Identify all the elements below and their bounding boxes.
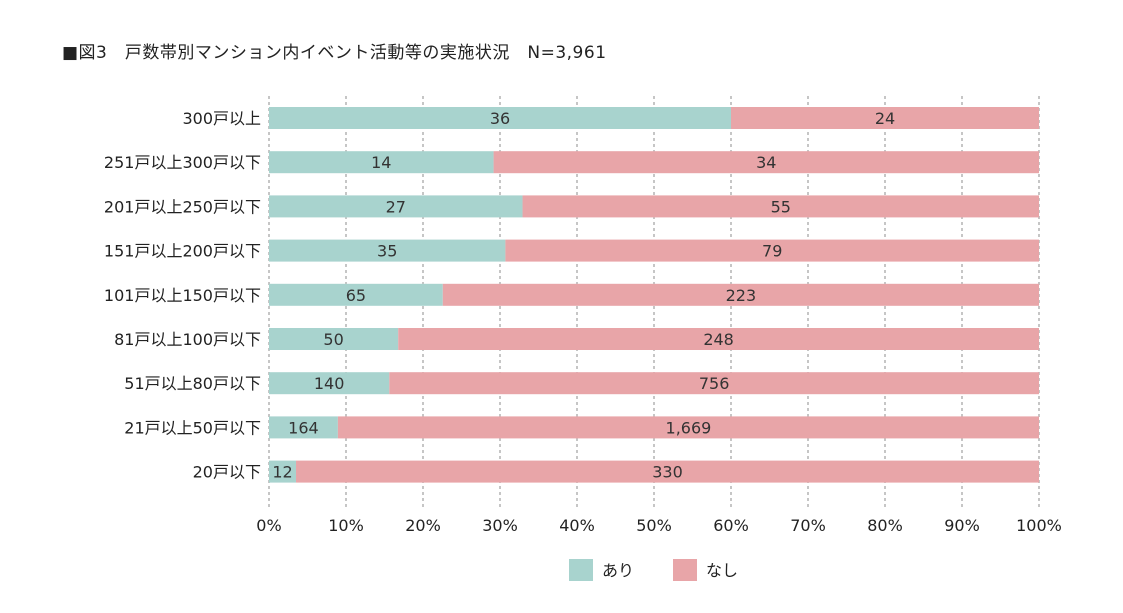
x-tick-label: 10% [328, 516, 364, 535]
x-tick-label: 40% [559, 516, 595, 535]
bar-segment-nashi [522, 195, 1039, 218]
bar-segment-ari [269, 195, 523, 218]
category-label: 101戸以上150戸以下 [104, 286, 261, 305]
bar-segment-nashi [398, 328, 1039, 350]
bar-segment-ari [269, 328, 399, 350]
category-label: 151戸以上200戸以下 [104, 242, 261, 261]
bar-segment-ari [269, 460, 297, 483]
data-label: 756 [699, 374, 730, 393]
category-label: 81戸以上100戸以下 [114, 330, 261, 349]
x-tick-label: 60% [713, 516, 749, 535]
category-label: 51戸以上80戸以下 [124, 374, 261, 393]
legend-swatch-ari [569, 559, 593, 581]
category-label: 21戸以上50戸以下 [124, 418, 261, 437]
data-label: 50 [323, 330, 343, 349]
data-label: 140 [314, 374, 345, 393]
data-label: 65 [346, 286, 366, 305]
bar-segment-nashi [493, 151, 1039, 174]
data-label: 27 [386, 197, 406, 216]
chart-title: ■図3 戸数帯別マンション内イベント活動等の実施状況 N=3,961 [62, 43, 607, 63]
data-label: 12 [272, 463, 292, 482]
x-tick-label: 0% [256, 516, 281, 535]
x-tick-label: 90% [944, 516, 980, 535]
category-label: 20戸以下 [193, 463, 261, 482]
bar-segment-ari [269, 107, 731, 129]
legend-label-nashi: なし [706, 561, 738, 580]
data-label: 35 [377, 242, 397, 261]
data-label: 34 [756, 153, 776, 172]
bar-segment-nashi [731, 107, 1039, 129]
bar-segment-nashi [505, 239, 1039, 262]
bar-segment-ari [269, 372, 390, 395]
x-tick-label: 50% [636, 516, 672, 535]
category-label: 251戸以上300戸以下 [104, 153, 261, 172]
x-tick-label: 30% [482, 516, 518, 535]
legend-label-ari: あり [602, 561, 634, 580]
category-label: 300戸以上 [182, 109, 261, 128]
data-label: 36 [490, 109, 510, 128]
bar-segment-ari [269, 283, 443, 306]
bar-segment-ari [269, 151, 494, 174]
data-label: 55 [771, 197, 791, 216]
legend-swatch-nashi [673, 559, 697, 581]
category-label: 201戸以上250戸以下 [104, 197, 261, 216]
bar-segment-nashi [296, 460, 1039, 483]
data-label: 223 [726, 286, 757, 305]
bar-segment-ari [269, 239, 506, 262]
x-tick-label: 20% [405, 516, 441, 535]
data-label: 330 [652, 463, 683, 482]
x-tick-label: 80% [867, 516, 903, 535]
bar-segment-ari [269, 416, 338, 439]
data-label: 248 [703, 330, 734, 349]
data-label: 164 [288, 418, 319, 437]
data-label: 1,669 [666, 418, 712, 437]
data-label: 24 [875, 109, 895, 128]
bar-segment-nashi [442, 283, 1039, 306]
x-tick-label: 70% [790, 516, 826, 535]
data-label: 14 [371, 153, 391, 172]
data-label: 79 [762, 242, 782, 261]
bar-segment-nashi [337, 416, 1039, 439]
x-tick-label: 100% [1016, 516, 1062, 535]
bar-segment-nashi [389, 372, 1039, 395]
